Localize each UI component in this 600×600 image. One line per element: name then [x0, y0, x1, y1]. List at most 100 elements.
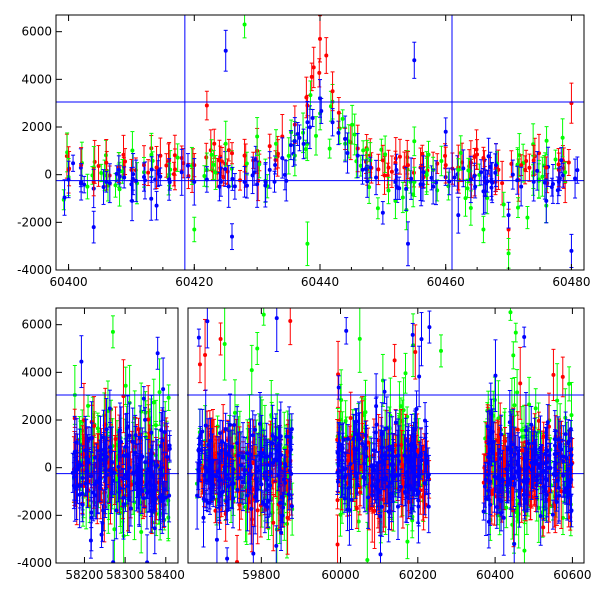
bottom-point-blue-c3-97: [512, 508, 517, 563]
top-point-blue-bg-53: [345, 132, 350, 174]
bottom-point-blue-c2-101: [378, 535, 383, 563]
bottom-point-red-c2-0: [413, 324, 418, 380]
bottom-point-blue-c0-143: [77, 443, 82, 485]
bottom-point-blue-c0-147: [73, 441, 78, 462]
bottom-point-blue-c1-143: [289, 413, 294, 445]
bottom-point-blue-c3-155: [538, 443, 543, 484]
top-point-blue-35: [481, 168, 486, 215]
bottom-point-blue-c2-66: [416, 477, 421, 524]
bottom-point-red-c1-94: [203, 318, 208, 391]
bottom-xtick-label-0-0: 58200: [65, 568, 103, 582]
top-point-blue-bg-51: [486, 137, 491, 175]
top-point-blue-28: [406, 221, 410, 267]
bottom-point-blue-c0-40: [165, 422, 170, 492]
bottom-point-blue-c3-157: [543, 431, 548, 496]
top-point-blue-24: [355, 133, 360, 179]
bottom-point-green-c0-52: [123, 366, 128, 405]
top-point-blue-38: [519, 166, 524, 207]
bottom-point-blue-c2-158: [412, 435, 417, 497]
bottom-point-blue-c2-97: [418, 427, 423, 480]
bottom-point-blue-c0-86: [145, 534, 150, 563]
top-ytick-label-4: 4000: [21, 72, 52, 86]
top-point-blue-bg-38: [310, 109, 315, 128]
top-point-blue-33: [456, 196, 461, 234]
bottom-point-blue-c0-146: [160, 467, 165, 523]
bottom-point-blue-c0-148: [92, 446, 97, 469]
bottom-point-blue-c3-158: [568, 463, 573, 496]
top-point-blue-10: [192, 158, 197, 206]
bottom-point-green-c2-34: [403, 352, 408, 394]
top-point-red-22: [324, 37, 329, 74]
bottom-point-blue-c2-126: [370, 464, 375, 507]
bottom-point-blue-c1-40: [196, 328, 201, 347]
bottom-point-blue-c1-111: [256, 451, 261, 491]
bottom-point-blue-c1-138: [259, 446, 264, 467]
top-point-blue-bg-76: [510, 159, 515, 190]
top-ytick-label-2: 0: [44, 168, 52, 182]
bottom-point-blue-c2-155: [372, 431, 377, 501]
bottom-point-blue-c1-154: [230, 429, 235, 465]
bottom-notable-point-3: [255, 332, 260, 366]
bottom-point-blue-c0-128: [103, 452, 108, 489]
bottom-point-blue-c1-33: [286, 478, 291, 511]
bottom-xtick-label-1-0: 59800: [242, 568, 280, 582]
top-point-green-16: [412, 126, 417, 157]
bottom-point-blue-c2-157: [396, 418, 401, 493]
bottom-axis-gap: [179, 307, 187, 564]
bottom-frame-segment-0: [55, 307, 179, 564]
top-point-blue-42: [569, 233, 574, 268]
bottom-point-green-c3-66: [508, 308, 513, 321]
bottom-point-blue-c1-132: [214, 458, 219, 494]
top-point-blue-23: [343, 115, 348, 163]
bottom-point-blue-c0-113: [167, 434, 172, 463]
bottom-point-red-c1-15: [271, 494, 276, 552]
top-point-green-bg-46: [458, 135, 463, 171]
top-point-blue-bg-50: [297, 124, 302, 152]
top-point-blue-31: [431, 168, 436, 205]
bottom-point-blue-c3-116: [559, 438, 564, 461]
bottom-point-blue-c3-150: [504, 445, 509, 493]
top-point-green-8: [242, 15, 247, 39]
bottom-point-green-c3-72: [515, 369, 520, 416]
bottom-ytick-label-0: -4000: [17, 556, 52, 570]
top-ytick-label-1: -2000: [17, 215, 52, 229]
bottom-point-blue-c3-55: [557, 469, 562, 522]
top-point-blue-bg-47: [244, 172, 249, 199]
bottom-panel: -4000 -2000 0 2000 4000 6000 58200 58300 58400 59…: [17, 307, 591, 582]
top-point-green-bg-31: [301, 112, 306, 154]
top-point-green-10: [274, 129, 278, 159]
bottom-point-green-c1-72: [270, 503, 275, 523]
top-point-green-bg-52: [400, 181, 405, 214]
bottom-point-blue-c3-145: [491, 421, 496, 463]
top-point-green-bg-34: [327, 138, 332, 159]
bottom-point-blue-c2-156: [346, 465, 351, 511]
bottom-point-blue-c1-152: [225, 547, 230, 563]
bottom-point-red-c3-70: [518, 346, 523, 420]
bottom-point-blue-c2-144: [345, 424, 350, 454]
bottom-point-blue-c1-128: [287, 406, 292, 468]
bottom-point-blue-c3-124: [561, 425, 566, 498]
bottom-point-blue-c0-135: [127, 437, 132, 498]
bottom-point-blue-c2-128: [362, 443, 367, 513]
bottom-point-blue-c1-112: [274, 525, 279, 563]
bottom-point-blue-c3-56: [564, 445, 569, 472]
bottom-point-blue-c2-159: [374, 373, 379, 439]
top-point-blue-6: [142, 162, 146, 192]
top-point-blue-bg-70: [360, 154, 365, 185]
top-point-blue-30: [418, 167, 423, 202]
bottom-point-blue-c1-44: [203, 389, 208, 462]
top-point-blue-bg-71: [363, 159, 368, 179]
top-point-blue-bg-27: [434, 160, 439, 206]
top-point-blue-bg-28: [559, 147, 564, 174]
bottom-point-blue-c1-157: [208, 448, 213, 515]
bottom-point-green-c2-89: [365, 521, 370, 563]
top-point-blue-16: [255, 160, 260, 208]
bottom-point-blue-c2-118: [342, 451, 347, 505]
top-point-blue-bg-4: [185, 153, 190, 179]
bottom-point-blue-c3-118: [488, 483, 493, 526]
top-point-blue-40: [544, 178, 549, 224]
bottom-point-blue-c2-139: [409, 497, 414, 520]
top-point-green-bg-81: [365, 139, 370, 160]
bottom-point-blue-c1-145: [278, 475, 283, 531]
bottom-point-blue-c0-149: [101, 432, 106, 468]
